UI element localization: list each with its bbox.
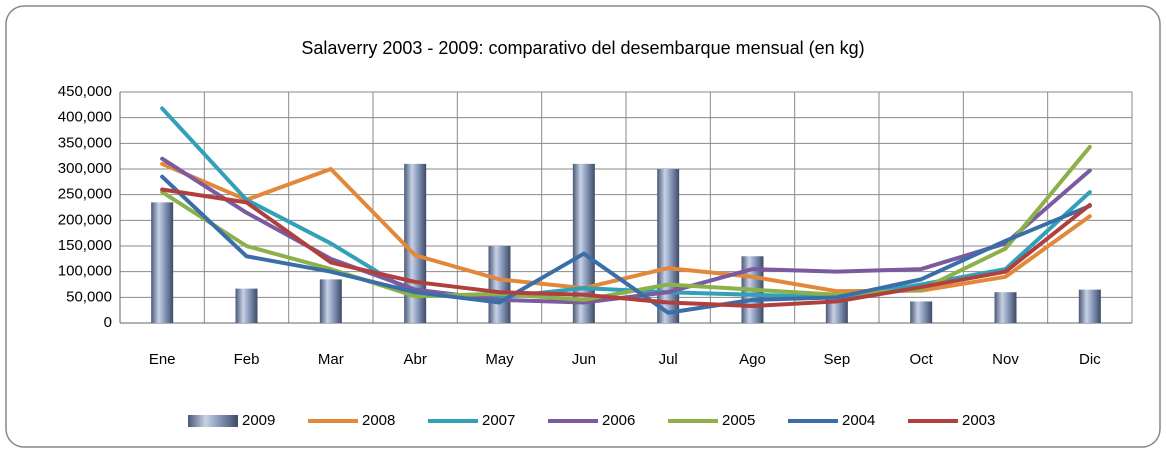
y-tick-label: 250,000 [58,186,112,203]
y-tick-label: 150,000 [58,237,112,254]
bar [151,202,174,323]
line-series [160,161,1092,294]
x-tick-label: Ago [739,351,766,368]
bar [825,297,848,323]
legend-label: 2009 [242,412,275,429]
bar [1078,289,1101,323]
bar [319,279,342,323]
x-tick-label: Dic [1079,351,1101,368]
bar [235,288,258,323]
legend-label: 2006 [602,412,635,429]
y-tick-label: 0 [104,314,112,331]
x-tick-label: Jul [659,351,678,368]
x-tick-label: Sep [823,351,850,368]
x-tick-label: Nov [992,351,1019,368]
x-tick-label: Feb [234,351,260,368]
bar [910,301,933,323]
x-tick-label: May [485,351,514,368]
bar [488,246,511,323]
y-tick-label: 200,000 [58,211,112,228]
x-tick-label: Mar [318,351,344,368]
y-tick-label: 400,000 [58,109,112,126]
legend-label: 2007 [482,412,515,429]
bar [994,292,1017,323]
legend-label: 2004 [842,412,875,429]
x-tick-label: Oct [909,351,933,368]
line-series [160,187,1092,309]
y-tick-label: 100,000 [58,263,112,280]
legend-key [188,415,238,427]
x-tick-label: Ene [149,351,176,368]
y-tick-label: 300,000 [58,160,112,177]
legend-label: 2005 [722,412,755,429]
x-tick-label: Abr [403,351,426,368]
bar [572,163,595,323]
y-tick-label: 450,000 [58,83,112,100]
y-tick-label: 350,000 [58,134,112,151]
line-series [160,174,1092,315]
legend-label: 2008 [362,412,395,429]
legend-label: 2003 [962,412,995,429]
y-tick-label: 50,000 [66,288,112,305]
x-tick-label: Jun [572,351,596,368]
chart-title: Salaverry 2003 - 2009: comparativo del d… [301,38,864,58]
bar [404,163,427,323]
